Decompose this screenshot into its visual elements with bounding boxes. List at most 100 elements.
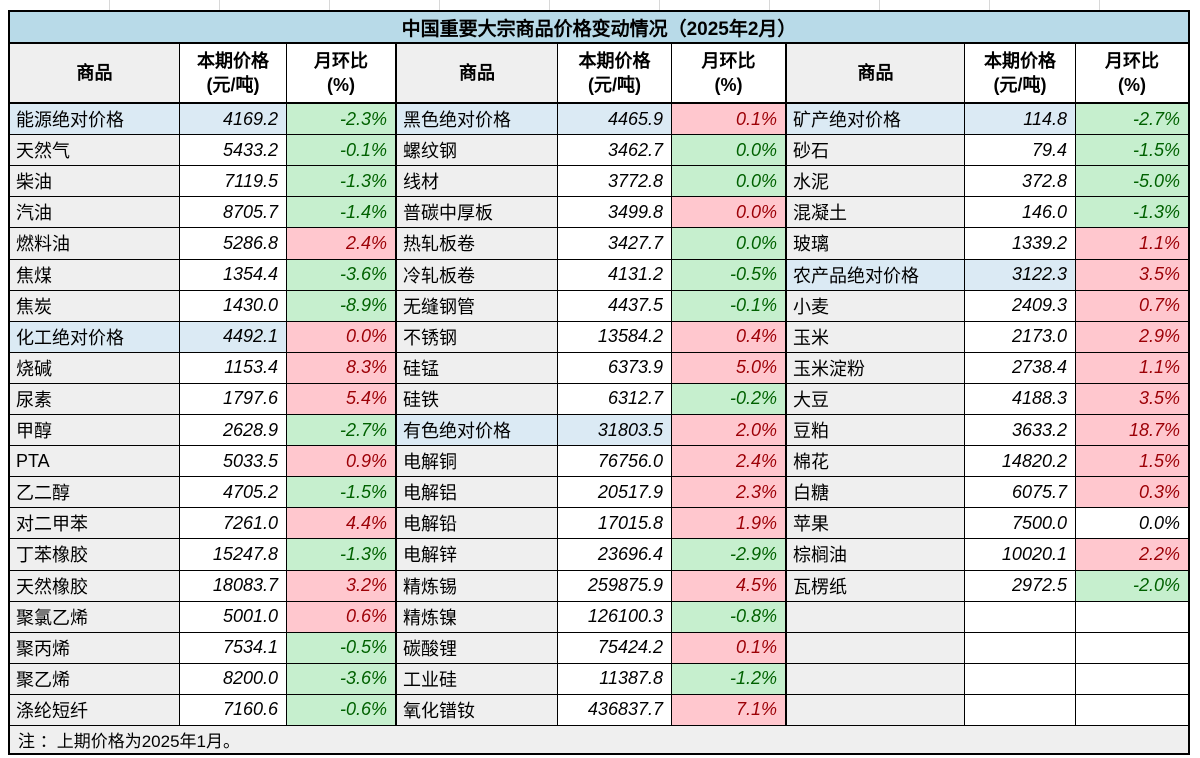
commodity-name-cell: 电解锌 (397, 539, 558, 571)
mom-percent-cell: -0.1% (287, 135, 397, 167)
commodity-name-cell: 焦炭 (10, 290, 180, 322)
commodity-name-cell: 汽油 (10, 197, 180, 229)
commodity-name-cell: 乙二醇 (10, 477, 180, 509)
price-cell: 76756.0 (558, 446, 672, 478)
commodity-name-cell: 硅铁 (397, 383, 558, 415)
commodity-name-cell: 热轧板卷 (397, 228, 558, 260)
mom-percent-cell: -2.0% (1076, 570, 1188, 602)
commodity-name-cell: 瓦楞纸 (787, 570, 965, 602)
mom-percent-cell: 0.0% (672, 135, 787, 167)
commodity-name-cell: 玉米淀粉 (787, 352, 965, 384)
price-cell (965, 663, 1076, 695)
mom-percent-cell: 2.2% (1076, 539, 1188, 571)
commodity-name-cell: 无缝钢管 (397, 290, 558, 322)
commodity-name-cell: 聚丙烯 (10, 632, 180, 664)
mom-percent-cell: -2.9% (672, 539, 787, 571)
spreadsheet-gridlines-top (0, 0, 1200, 10)
commodity-name-cell: 天然气 (10, 135, 180, 167)
mom-percent-cell: 0.0% (672, 228, 787, 260)
mom-percent-cell: 2.0% (672, 415, 787, 447)
price-cell: 10020.1 (965, 539, 1076, 571)
column-header-commodity: 商品 (787, 44, 965, 104)
commodity-name-cell: 砂石 (787, 135, 965, 167)
commodity-name-cell: 黑色绝对价格 (397, 104, 558, 136)
commodity-name-cell: 天然橡胶 (10, 570, 180, 602)
mom-percent-cell: 1.1% (1076, 352, 1188, 384)
price-cell: 7534.1 (180, 632, 287, 664)
commodity-name-cell: 线材 (397, 166, 558, 198)
price-cell: 75424.2 (558, 632, 672, 664)
mom-percent-cell: -5.0% (1076, 166, 1188, 198)
mom-percent-cell: -0.5% (287, 632, 397, 664)
mom-percent-cell: 0.1% (672, 632, 787, 664)
price-cell: 4705.2 (180, 477, 287, 509)
price-cell: 15247.8 (180, 539, 287, 571)
price-cell: 7160.6 (180, 694, 287, 726)
price-cell: 8200.0 (180, 663, 287, 695)
commodity-name-cell: 小麦 (787, 290, 965, 322)
column-header-mom: 月环比 (%) (1076, 44, 1188, 104)
mom-percent-cell: -0.1% (672, 290, 787, 322)
price-cell: 436837.7 (558, 694, 672, 726)
price-cell: 11387.8 (558, 663, 672, 695)
commodity-price-table: 中国重要大宗商品价格变动情况（2025年2月） 商品 本期价格 (元/吨) 月环比 (%… (8, 10, 1190, 755)
commodity-name-cell: 豆粕 (787, 415, 965, 447)
column-header-mom-line1: 月环比 (314, 50, 368, 71)
commodity-name-cell: 聚乙烯 (10, 663, 180, 695)
price-cell: 31803.5 (558, 415, 672, 447)
mom-percent-cell: 0.4% (672, 321, 787, 353)
price-cell: 3122.3 (965, 259, 1076, 291)
column-header-price-line1: 本期价格 (578, 50, 651, 71)
commodity-name-cell: 聚氯乙烯 (10, 601, 180, 633)
price-cell: 6312.7 (558, 383, 672, 415)
price-cell: 14820.2 (965, 446, 1076, 478)
column-header-price: 本期价格 (元/吨) (180, 44, 287, 104)
commodity-name-cell: 电解铜 (397, 446, 558, 478)
price-cell: 4437.5 (558, 290, 672, 322)
commodity-name-cell: 混凝土 (787, 197, 965, 229)
commodity-name-cell: 涤纶短纤 (10, 694, 180, 726)
commodity-name-cell (787, 601, 965, 633)
mom-percent-cell: -2.3% (287, 104, 397, 136)
price-cell: 79.4 (965, 135, 1076, 167)
column-header-commodity: 商品 (10, 44, 180, 104)
price-cell: 3772.8 (558, 166, 672, 198)
price-cell: 8705.7 (180, 197, 287, 229)
table-title: 中国重要大宗商品价格变动情况（2025年2月） (10, 12, 1188, 44)
commodity-name-cell: 烧碱 (10, 352, 180, 384)
commodity-name-cell: 精炼锡 (397, 570, 558, 602)
mom-percent-cell: -2.7% (287, 415, 397, 447)
mom-percent-cell: -1.5% (287, 477, 397, 509)
commodity-name-cell: PTA (10, 446, 180, 478)
commodity-name-cell: 普碳中厚板 (397, 197, 558, 229)
commodity-name-cell: 工业硅 (397, 663, 558, 695)
price-cell: 7119.5 (180, 166, 287, 198)
price-cell: 2738.4 (965, 352, 1076, 384)
mom-percent-cell: -1.3% (287, 539, 397, 571)
commodity-name-cell: 有色绝对价格 (397, 415, 558, 447)
column-header-price-line1: 本期价格 (197, 50, 269, 71)
commodity-name-cell: 玉米 (787, 321, 965, 353)
price-cell: 4465.9 (558, 104, 672, 136)
column-header-mom: 月环比 (%) (672, 44, 787, 104)
column-header-price: 本期价格 (元/吨) (558, 44, 672, 104)
column-header-mom-line2: (%) (327, 75, 355, 95)
price-cell (965, 632, 1076, 664)
commodity-name-cell: 丁苯橡胶 (10, 539, 180, 571)
mom-percent-cell: 0.0% (287, 321, 397, 353)
mom-percent-cell: 8.3% (287, 352, 397, 384)
commodity-name-cell: 化工绝对价格 (10, 321, 180, 353)
commodity-name-cell: 电解铅 (397, 508, 558, 540)
price-cell: 18083.7 (180, 570, 287, 602)
commodity-name-cell: 大豆 (787, 383, 965, 415)
commodity-name-cell: 苹果 (787, 508, 965, 540)
column-header-mom-line1: 月环比 (1105, 50, 1159, 71)
commodity-name-cell: 精炼镍 (397, 601, 558, 633)
column-header-price: 本期价格 (元/吨) (965, 44, 1076, 104)
spreadsheet-margin-right (1194, 0, 1200, 758)
commodity-name-cell: 螺纹钢 (397, 135, 558, 167)
price-cell: 1339.2 (965, 228, 1076, 260)
price-cell: 7500.0 (965, 508, 1076, 540)
price-cell: 3462.7 (558, 135, 672, 167)
mom-percent-cell: -1.4% (287, 197, 397, 229)
